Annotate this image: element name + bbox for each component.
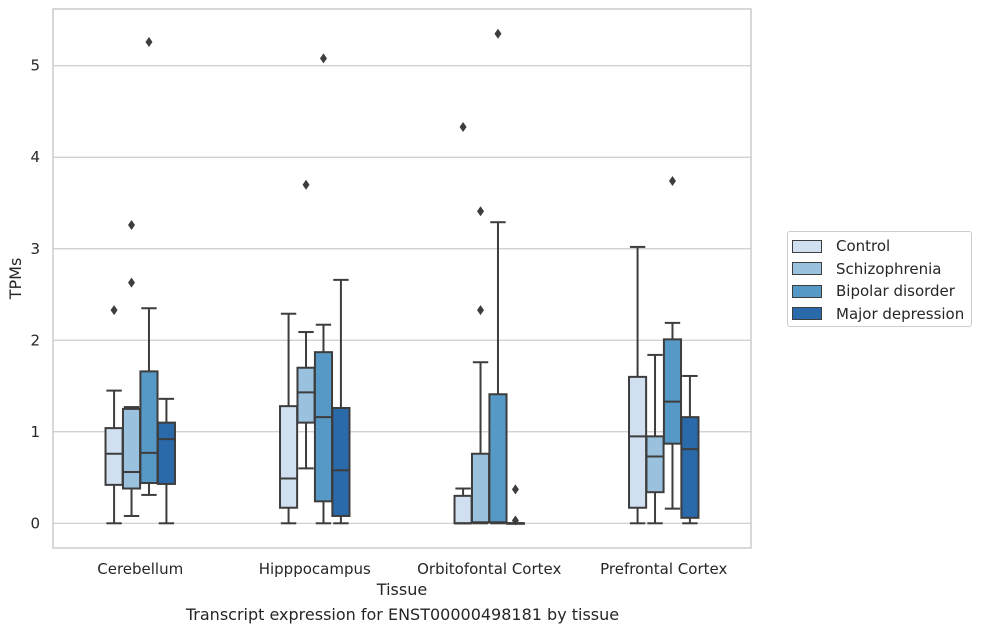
legend-swatch [792,284,822,298]
box-body [279,405,299,509]
box-plot-marks [104,28,700,526]
legend-swatch [792,307,822,321]
box-0-1 [279,312,299,525]
box-body [296,366,316,424]
box-1-3 [645,353,665,525]
y-tick-label-0: 0 [30,514,40,532]
outlier-point [477,305,485,316]
y-tick-label-4: 4 [30,148,40,166]
legend-swatch [792,262,822,276]
chart-legend: Control Schizophrenia Bipolar disorder Majo… [787,231,972,327]
legend-item-3: Major depression [792,303,971,326]
legend-item-1: Schizophrenia [792,258,971,281]
box-body [156,421,176,485]
box-2-2 [488,28,508,525]
box-body [313,351,334,503]
chart-caption: Transcript expression for ENST0000049818… [185,605,620,624]
x-axis-ticks: Cerebellum Hipppocampus Orbitofontal Corte… [97,560,727,578]
outlier-point [511,484,519,495]
box-3-1 [331,278,351,525]
x-tick-label-2: Orbitofontal Cortex [417,560,561,578]
box-1-1 [296,179,316,470]
outlier-point [128,219,136,230]
outlier-point [302,179,310,190]
y-tick-label-3: 3 [30,240,40,258]
box-body [331,406,351,517]
outlier-point [110,305,118,316]
box-body [662,338,683,445]
legend-label: Schizophrenia [836,259,942,278]
legend-swatch [792,239,822,253]
box-body [104,427,124,486]
y-axis-label: TPMs [6,258,25,301]
y-axis-ticks: 0 1 2 3 4 5 [30,57,40,533]
y-tick-label-2: 2 [30,331,40,349]
box-body [139,370,159,485]
legend-label: Major depression [836,304,965,323]
box-body [488,393,508,524]
legend-item-2: Bipolar disorder [792,280,971,303]
x-tick-label-1: Hipppocampus [259,560,371,578]
box-3-0 [156,397,176,525]
box-2-3 [662,176,683,510]
outlier-point [145,36,153,47]
box-2-0 [139,36,159,496]
legend-item-0: Control [792,235,971,258]
y-tick-label-5: 5 [30,57,40,75]
box-3-2 [505,484,525,526]
outlier-point [494,28,502,39]
box-3-3 [680,374,700,525]
y-tick-label-1: 1 [30,423,40,441]
plot-area-frame [52,8,752,549]
box-body [645,435,665,494]
box-body [453,494,473,525]
box-0-0 [104,305,124,525]
x-tick-label-3: Prefrontal Cortex [600,560,727,578]
box-0-3 [628,245,648,525]
outlier-point [511,515,519,526]
outlier-point [459,122,467,133]
x-axis-label: Tissue [376,580,427,599]
legend-label: Bipolar disorder [836,282,955,301]
outlier-point [319,53,327,64]
box-1-0 [121,219,142,517]
legend-label: Control [836,237,891,256]
box-1-2 [470,206,491,525]
box-body [628,375,648,509]
box-2-1 [313,53,334,525]
outlier-point [668,176,676,187]
x-tick-label-0: Cerebellum [97,560,183,578]
box-body [121,407,142,490]
box-body [470,452,491,524]
outlier-point [477,206,485,217]
box-0-2 [453,122,473,525]
outlier-point [128,277,136,288]
box-body [680,416,700,519]
